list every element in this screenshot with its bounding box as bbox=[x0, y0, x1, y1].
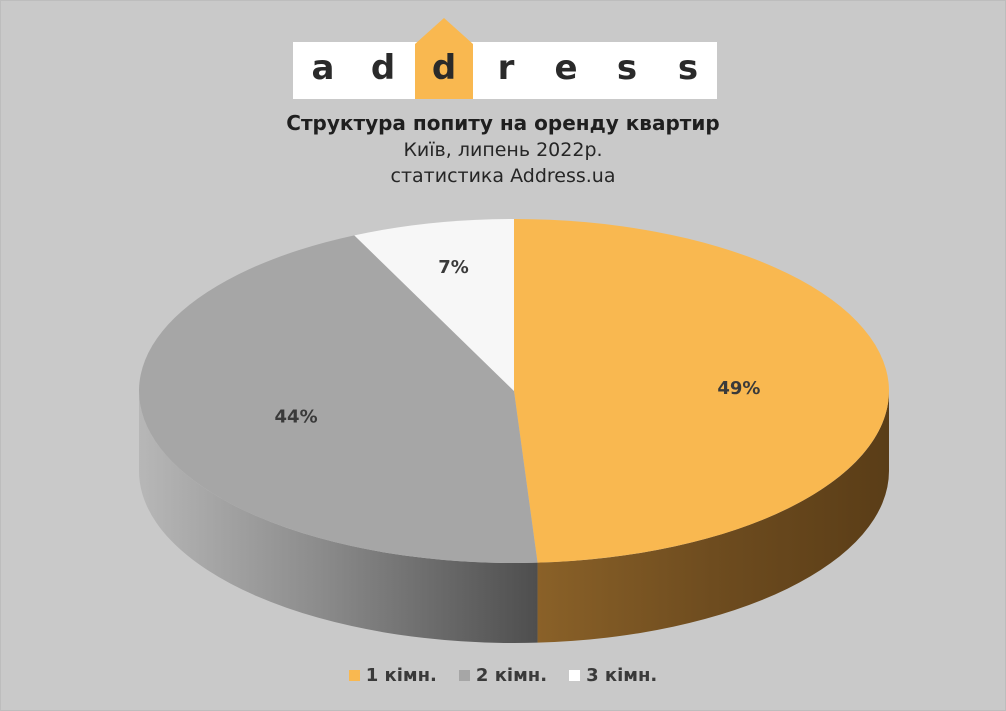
logo-arrow-shape bbox=[415, 18, 473, 99]
chart-legend: 1 кімн. 2 кімн. 3 кімн. bbox=[1, 665, 1005, 686]
logo-arrow-tab bbox=[415, 18, 473, 99]
logo-letter: s bbox=[616, 48, 638, 88]
pie-side-1-room bbox=[537, 391, 889, 643]
pie-slice-3-room bbox=[354, 219, 514, 391]
legend-swatch-2-room bbox=[458, 670, 470, 681]
logo-letter: a bbox=[311, 48, 335, 88]
pie-data-label-2-room: 44% bbox=[275, 407, 318, 428]
logo-letter: e bbox=[554, 48, 578, 88]
legend-item-3-room: 3 кімн. bbox=[569, 665, 657, 686]
legend-label-3-room: 3 кімн. bbox=[586, 665, 658, 686]
chart-title: Структура попиту на оренду квартир bbox=[286, 111, 720, 135]
logo-letter: r bbox=[497, 48, 515, 88]
pie-tops bbox=[139, 219, 889, 563]
legend-item-1-room: 1 кімн. bbox=[348, 665, 437, 686]
pie-slice-1-room bbox=[514, 219, 889, 563]
logo-bar bbox=[293, 42, 717, 99]
logo-letter: d bbox=[431, 48, 457, 88]
legend-item-2-room: 2 кімн. bbox=[458, 665, 548, 686]
legend-swatch-3-room bbox=[569, 670, 581, 681]
chart-subtitle-location: Київ, липень 2022р. bbox=[403, 139, 603, 161]
pie-sides bbox=[139, 391, 889, 643]
pie-slice-2-room bbox=[139, 235, 538, 563]
pie-chart: 49% 44% 7% bbox=[139, 219, 889, 643]
legend-label-1-room: 1 кімн. bbox=[365, 665, 437, 686]
legend-label-2-room: 2 кімн. bbox=[475, 665, 548, 686]
pie-labels: 49% 44% 7% bbox=[275, 257, 761, 428]
logo-letter: d bbox=[370, 48, 396, 88]
logo-letter: s bbox=[677, 48, 699, 88]
pie-data-label-1-room: 49% bbox=[717, 378, 760, 399]
address-logo: a d d r e s s bbox=[293, 18, 717, 99]
pie-data-label-3-room: 7% bbox=[438, 257, 469, 278]
legend-swatch-1-room bbox=[348, 670, 360, 681]
chart-subtitle-source: статистика Address.ua bbox=[390, 165, 616, 187]
pie-side-2-room bbox=[139, 391, 538, 643]
chart-titles: Структура попиту на оренду квартир Київ,… bbox=[1, 109, 1005, 189]
